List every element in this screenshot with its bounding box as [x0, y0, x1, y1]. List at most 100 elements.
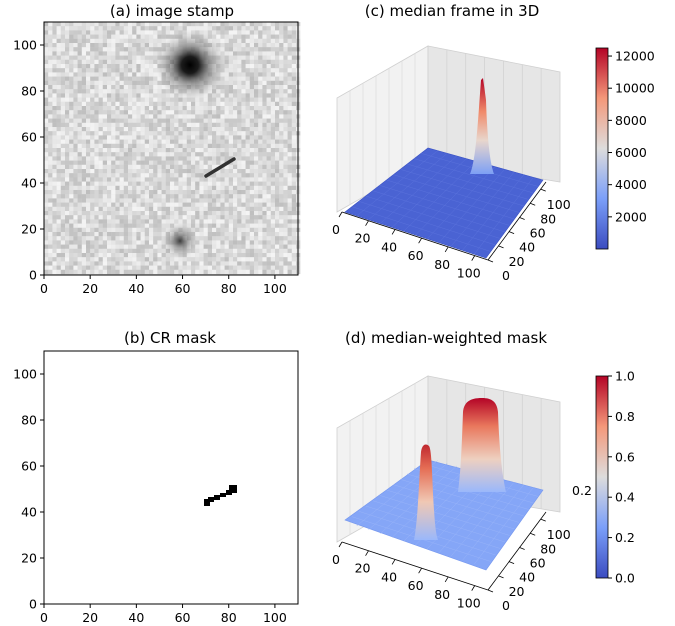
noise-pixel [86, 101, 91, 107]
noise-pixel [94, 122, 99, 128]
noise-pixel [149, 248, 154, 254]
noise-pixel [258, 118, 263, 123]
noise-pixel [132, 59, 137, 65]
noise-pixel [182, 198, 187, 203]
noise-pixel [128, 169, 133, 174]
noise-pixel [178, 110, 183, 115]
noise-pixel [212, 206, 217, 212]
noise-pixel [233, 34, 238, 39]
noise-pixel [94, 223, 99, 228]
noise-pixel [207, 106, 213, 111]
noise-pixel [262, 85, 267, 90]
noise-pixel [178, 190, 183, 195]
noise-pixel [270, 43, 276, 48]
noise-pixel [224, 85, 229, 90]
noise-pixel [102, 143, 108, 149]
noise-pixel [149, 64, 154, 69]
noise-pixel [182, 160, 187, 165]
noise-pixel [165, 89, 171, 94]
noise-pixel [228, 169, 234, 174]
noise-pixel [224, 68, 229, 73]
noise-pixel [81, 30, 87, 35]
noise-pixel [153, 122, 158, 128]
noise-pixel [69, 59, 74, 65]
noise-pixel [94, 190, 99, 195]
noise-pixel [86, 97, 91, 102]
noise-pixel [149, 97, 154, 102]
noise-pixel [119, 122, 124, 128]
noise-pixel [98, 194, 103, 199]
noise-pixel [283, 122, 288, 128]
noise-pixel [77, 93, 82, 98]
noise-pixel [44, 72, 49, 77]
noise-pixel [115, 143, 120, 149]
noise-pixel [102, 236, 108, 241]
noise-pixel [233, 64, 238, 69]
noise-pixel [144, 38, 150, 44]
noise-pixel [270, 22, 276, 27]
noise-pixel [140, 248, 145, 254]
noise-pixel [107, 269, 112, 275]
noise-pixel [283, 202, 288, 207]
noise-pixel [191, 143, 196, 149]
noise-pixel [287, 106, 292, 111]
colorbar-tick-label: 2000 [615, 209, 647, 224]
noise-pixel [174, 139, 179, 144]
noise-pixel [191, 114, 196, 119]
noise-pixel [287, 59, 292, 65]
bright-star [156, 31, 224, 99]
noise-pixel [249, 59, 255, 65]
noise-pixel [52, 164, 57, 170]
noise-pixel [60, 164, 66, 170]
noise-pixel [77, 139, 82, 144]
noise-pixel [73, 152, 78, 157]
noise-pixel [186, 122, 192, 128]
panel-a-image [43, 21, 301, 276]
noise-pixel [132, 110, 137, 115]
noise-pixel [102, 227, 108, 233]
noise-pixel [48, 55, 53, 60]
noise-pixel [44, 106, 49, 111]
noise-pixel [90, 127, 95, 132]
noise-pixel [90, 152, 95, 157]
noise-pixel [266, 253, 271, 258]
noise-pixel [182, 114, 187, 119]
noise-pixel [191, 202, 196, 207]
noise-pixel [153, 110, 158, 115]
noise-pixel [140, 127, 145, 132]
noise-pixel [258, 244, 263, 249]
noise-pixel [170, 185, 175, 191]
noise-pixel [48, 127, 53, 132]
noise-pixel [56, 248, 61, 254]
noise-pixel [258, 190, 263, 195]
noise-pixel [220, 169, 225, 174]
noise-pixel [157, 248, 162, 254]
noise-pixel [199, 127, 204, 132]
noise-pixel [254, 248, 259, 254]
noise-pixel [149, 177, 154, 182]
noise-pixel [123, 211, 129, 216]
noise-pixel [165, 97, 171, 102]
noise-pixel [123, 127, 129, 132]
noise-pixel [207, 152, 213, 157]
noise-pixel [132, 190, 137, 195]
noise-pixel [140, 169, 145, 174]
noise-pixel [136, 114, 141, 119]
noise-pixel [258, 194, 263, 199]
noise-pixel [48, 135, 53, 140]
y-tick-mark [487, 259, 494, 263]
noise-pixel [249, 30, 255, 35]
noise-pixel [161, 185, 166, 191]
noise-pixel [69, 219, 74, 224]
noise-pixel [291, 160, 297, 165]
noise-pixel [144, 198, 150, 203]
colorbar-tick-label: 4000 [615, 177, 647, 192]
noise-pixel [60, 101, 66, 107]
noise-pixel [254, 93, 259, 98]
noise-pixel [287, 194, 292, 199]
noise-pixel [94, 101, 99, 107]
noise-pixel [81, 97, 87, 102]
noise-pixel [119, 101, 124, 107]
noise-pixel [132, 211, 137, 216]
noise-pixel [136, 173, 141, 178]
